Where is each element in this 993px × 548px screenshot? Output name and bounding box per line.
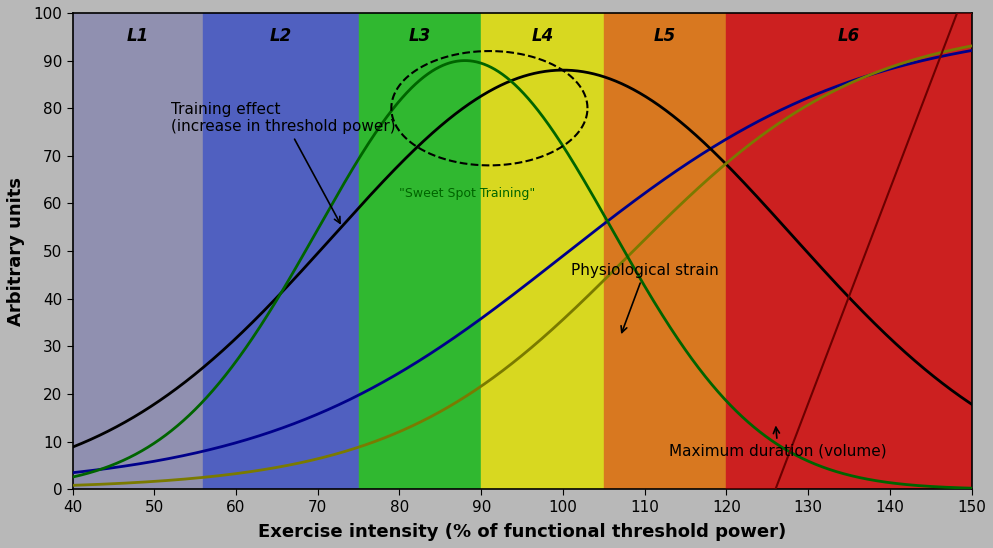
Text: "Sweet Spot Training": "Sweet Spot Training"	[399, 187, 536, 201]
Text: L4: L4	[531, 27, 554, 45]
Bar	[727, 13, 971, 489]
Text: L2: L2	[270, 27, 292, 45]
Text: Maximum duration (volume): Maximum duration (volume)	[669, 427, 887, 459]
Y-axis label: Arbitrary units: Arbitrary units	[7, 176, 25, 326]
X-axis label: Exercise intensity (% of functional threshold power): Exercise intensity (% of functional thre…	[258, 523, 786, 541]
Bar	[72, 13, 204, 489]
Text: Physiological strain: Physiological strain	[571, 262, 719, 333]
Bar	[358, 13, 482, 489]
Text: L6: L6	[838, 27, 860, 45]
Text: L3: L3	[409, 27, 431, 45]
Bar	[482, 13, 604, 489]
Text: L5: L5	[654, 27, 676, 45]
Text: L1: L1	[127, 27, 149, 45]
Bar	[204, 13, 358, 489]
Text: Training effect
(increase in threshold power): Training effect (increase in threshold p…	[171, 101, 395, 223]
Bar	[604, 13, 727, 489]
